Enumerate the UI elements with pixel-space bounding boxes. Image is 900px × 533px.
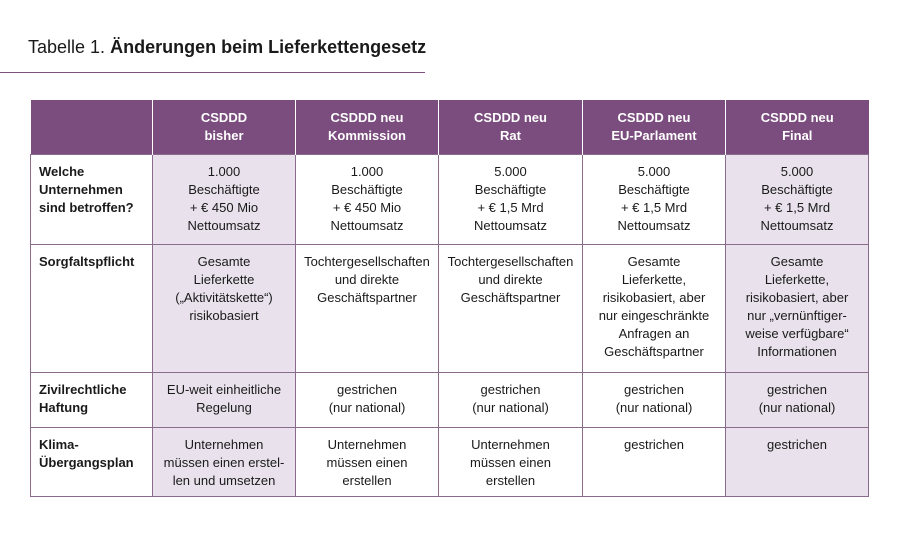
table-cell: 5.000 Beschäftigte + € 1,5 Mrd Nettoumsa… xyxy=(725,154,869,245)
table-title: Tabelle 1. Änderungen beim Lieferketteng… xyxy=(28,37,426,58)
table-cell: 1.000 Beschäftigte + € 450 Mio Nettoumsa… xyxy=(295,154,439,245)
table-cell: gestrichen (nur national) xyxy=(295,372,439,428)
comparison-table: CSDDD bisher CSDDD neu Kommission CSDDD ne… xyxy=(30,100,869,497)
table-row: Welche Unternehmen sind betroffen? 1.000 … xyxy=(30,154,869,245)
title-text: Änderungen beim Lieferkettengesetz xyxy=(110,37,427,57)
table-row: Klima- Übergangsplan Unternehmen müssen e… xyxy=(30,427,869,497)
table-cell: Unternehmen müssen einen erstellen xyxy=(438,427,583,497)
table-cell: gestrichen (nur national) xyxy=(725,372,869,428)
row-label: Sorgfaltspflicht xyxy=(30,244,153,373)
header-corner xyxy=(30,100,153,155)
table-row: Zivilrechtliche Haftung EU-weit einheitli… xyxy=(30,372,869,428)
table-cell: gestrichen (nur national) xyxy=(438,372,583,428)
title-prefix: Tabelle 1. xyxy=(28,37,106,57)
table-cell: EU-weit einheitliche Regelung xyxy=(152,372,296,428)
table-cell: Tochtergesellschaften und direkte Geschä… xyxy=(438,244,583,373)
table-cell: Tochtergesellschaften und direkte Geschä… xyxy=(295,244,439,373)
table-cell: gestrichen xyxy=(725,427,869,497)
column-header: CSDDD neu Final xyxy=(725,100,869,155)
table-cell: gestrichen (nur national) xyxy=(582,372,726,428)
table-cell: 1.000 Beschäftigte + € 450 Mio Nettoumsa… xyxy=(152,154,296,245)
header-row: CSDDD bisher CSDDD neu Kommission CSDDD ne… xyxy=(30,100,869,155)
row-label: Welche Unternehmen sind betroffen? xyxy=(30,154,153,245)
table-cell: Gesamte Lieferkette, risikobasiert, aber… xyxy=(725,244,869,373)
title-rule xyxy=(0,72,425,73)
row-label: Zivilrechtliche Haftung xyxy=(30,372,153,428)
table-cell: Unternehmen müssen einen erstel- len und… xyxy=(152,427,296,497)
column-header: CSDDD neu Rat xyxy=(438,100,583,155)
table-cell: gestrichen xyxy=(582,427,726,497)
table-cell: Gesamte Lieferkette, risikobasiert, aber… xyxy=(582,244,726,373)
table-cell: 5.000 Beschäftigte + € 1,5 Mrd Nettoumsa… xyxy=(438,154,583,245)
row-label: Klima- Übergangsplan xyxy=(30,427,153,497)
table-cell: Unternehmen müssen einen erstellen xyxy=(295,427,439,497)
table-row: Sorgfaltspflicht Gesamte Lieferkette („Ak… xyxy=(30,244,869,373)
table-cell: 5.000 Beschäftigte + € 1,5 Mrd Nettoumsa… xyxy=(582,154,726,245)
table-cell: Gesamte Lieferkette („Aktivitätskette“) … xyxy=(152,244,296,373)
column-header: CSDDD neu Kommission xyxy=(295,100,439,155)
column-header: CSDDD neu EU-Parlament xyxy=(582,100,726,155)
column-header: CSDDD bisher xyxy=(152,100,296,155)
